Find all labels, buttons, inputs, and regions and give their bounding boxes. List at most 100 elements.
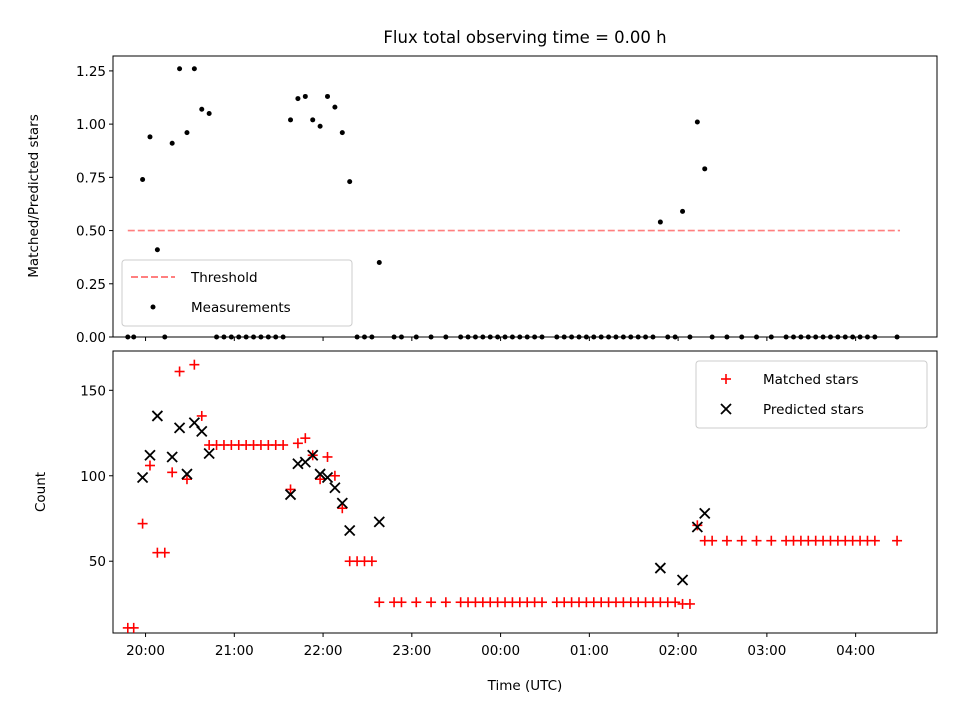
matched-point xyxy=(426,597,437,608)
measurements-legend-label: Measurements xyxy=(191,300,291,316)
measurement-point xyxy=(791,334,797,340)
bottom-plot-frame xyxy=(112,350,938,634)
predicted-point-b xyxy=(307,449,319,461)
predicted-point-b xyxy=(321,471,334,484)
measurement-point xyxy=(236,334,242,340)
measurement-point xyxy=(754,334,760,340)
predicted-point xyxy=(321,471,334,484)
measurement-point xyxy=(487,334,493,340)
predicted-point xyxy=(151,410,164,422)
measurement-point xyxy=(480,334,486,340)
measurement-point xyxy=(317,123,323,129)
measurement-point xyxy=(125,334,131,340)
predicted-point-b xyxy=(329,482,341,494)
measurement-point xyxy=(665,334,671,340)
measurement-point xyxy=(243,334,249,340)
measurement-point xyxy=(798,334,804,340)
predicted-point-b xyxy=(173,422,186,434)
matched-point xyxy=(892,535,903,546)
measurement-point xyxy=(894,334,900,340)
predicted-point-b xyxy=(151,410,164,422)
measurement-point xyxy=(635,334,641,340)
measurement-point xyxy=(598,334,604,340)
measurement-point xyxy=(850,334,856,340)
matched-point xyxy=(396,597,407,608)
x-tick-label: 20:00 xyxy=(126,643,165,659)
measurement-point xyxy=(369,334,375,340)
matched-point xyxy=(196,410,207,421)
measurement-point xyxy=(687,334,693,340)
matched-point xyxy=(159,547,170,558)
predicted-point xyxy=(292,458,304,470)
matched-point xyxy=(411,597,422,608)
measurement-point xyxy=(273,334,279,340)
measurement-point xyxy=(768,334,774,340)
measurement-point xyxy=(206,110,212,116)
matched-point xyxy=(337,503,348,514)
measurement-point xyxy=(517,334,523,340)
x-tick-label: 01:00 xyxy=(570,643,609,659)
predicted-point xyxy=(166,451,178,463)
measurement-point xyxy=(251,334,257,340)
measurement-point xyxy=(376,259,382,265)
top-y-tick-label: 0.00 xyxy=(76,330,106,346)
measurement-point xyxy=(443,334,449,340)
predicted-point-b xyxy=(292,458,304,470)
predicted-point-b xyxy=(181,468,193,480)
predicted-point xyxy=(373,516,385,528)
matched-point xyxy=(537,597,548,608)
predicted-point-b xyxy=(314,468,326,480)
predicted-point xyxy=(203,447,215,460)
predicted-legend-x xyxy=(720,403,732,415)
measurement-point xyxy=(140,176,146,182)
predicted-point-b xyxy=(336,497,348,509)
measurement-point xyxy=(302,93,308,99)
matched-point xyxy=(292,438,303,449)
bottom-y-tick-label: 50 xyxy=(89,554,106,570)
measurement-point xyxy=(428,334,434,340)
measurement-point xyxy=(258,334,264,340)
measurement-point xyxy=(576,334,582,340)
threshold-legend-label: Threshold xyxy=(190,270,258,286)
matched-legend-label: Matched stars xyxy=(763,372,859,388)
measurement-point xyxy=(184,130,190,136)
bottom-y-tick-label: 100 xyxy=(80,469,106,485)
matched-point xyxy=(692,520,703,531)
top-panel: 0.00 0.25 0.50 0.75 1.00 1.25 xyxy=(76,55,938,346)
measurement-point xyxy=(509,334,515,340)
predicted-point xyxy=(676,574,689,586)
predicted-point xyxy=(314,468,326,480)
measurement-point xyxy=(657,219,663,225)
predicted-point xyxy=(284,488,297,501)
matched-point xyxy=(721,535,732,546)
measurement-point xyxy=(361,334,367,340)
measurement-point xyxy=(502,334,508,340)
measurement-point xyxy=(295,96,301,102)
measurement-point xyxy=(783,334,789,340)
bottom-y-tick-label: 150 xyxy=(80,383,106,399)
matched-point xyxy=(315,474,326,485)
matched-point xyxy=(707,535,718,546)
measurement-point xyxy=(864,334,870,340)
matched-point xyxy=(374,597,385,608)
measurement-point xyxy=(805,334,811,340)
matched-point xyxy=(174,366,185,377)
measurement-point xyxy=(177,66,183,72)
measurement-point xyxy=(332,104,338,110)
measurement-point xyxy=(221,334,227,340)
matched-point xyxy=(869,535,880,546)
measurement-point xyxy=(813,334,819,340)
chart-title: Flux total observing time = 0.00 h xyxy=(383,28,666,47)
measurement-point xyxy=(827,334,833,340)
predicted-point-b xyxy=(691,521,703,533)
measurement-point xyxy=(310,117,316,123)
measurement-point xyxy=(620,334,626,340)
measurement-point xyxy=(524,334,530,340)
bottom-legend-frame xyxy=(695,360,928,429)
measurement-point xyxy=(857,334,863,340)
top-y-tick-label: 0.50 xyxy=(76,224,106,240)
measurement-point xyxy=(672,334,678,340)
predicted-point xyxy=(699,507,711,520)
x-tick-label: 04:00 xyxy=(836,643,875,659)
